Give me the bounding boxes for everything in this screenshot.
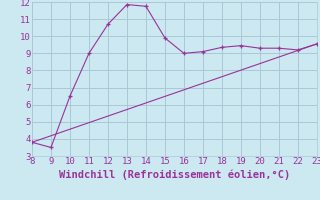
X-axis label: Windchill (Refroidissement éolien,°C): Windchill (Refroidissement éolien,°C) <box>59 169 290 180</box>
